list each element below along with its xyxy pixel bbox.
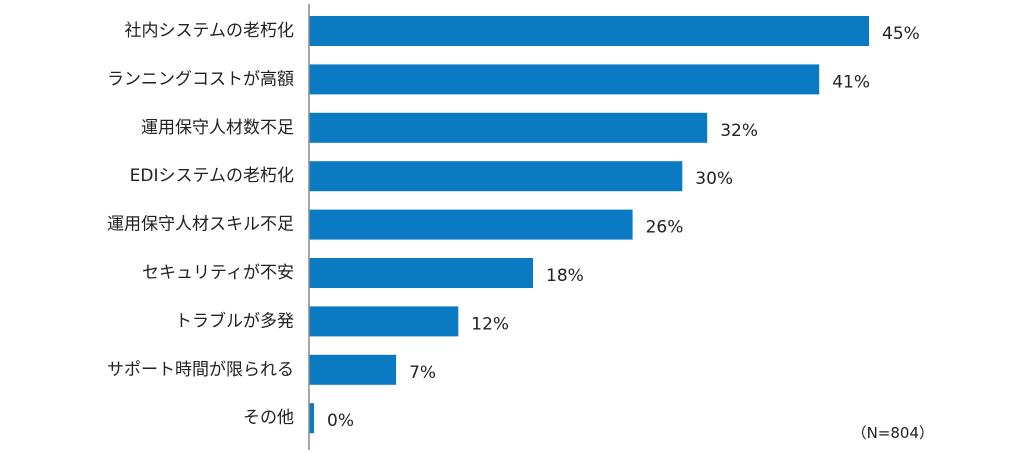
bar bbox=[309, 112, 708, 143]
bar bbox=[309, 209, 633, 240]
bar bbox=[309, 306, 459, 337]
value-label: 32% bbox=[720, 121, 758, 141]
bar bbox=[309, 403, 314, 434]
category-label: EDIシステムの老朽化 bbox=[130, 166, 294, 186]
value-label: 41% bbox=[832, 72, 870, 92]
value-label: 7% bbox=[409, 363, 436, 383]
bar bbox=[309, 16, 869, 46]
value-label: 0% bbox=[327, 411, 354, 431]
value-label: 26% bbox=[646, 218, 684, 238]
category-label: サポート時間が限られる bbox=[107, 360, 294, 380]
category-label: トラブルが多発 bbox=[175, 310, 294, 331]
category-label: セキュリティが不安 bbox=[142, 263, 294, 283]
category-label: その他 bbox=[243, 408, 294, 428]
bar bbox=[309, 354, 397, 385]
bar bbox=[309, 64, 820, 95]
value-label: 30% bbox=[695, 169, 733, 189]
category-label: 運用保守人材スキル不足 bbox=[107, 215, 294, 235]
value-label: 45% bbox=[882, 24, 920, 44]
category-label: 社内システムの老朽化 bbox=[125, 21, 295, 41]
sample-size-note: （N=804） bbox=[851, 424, 934, 442]
bars-layer bbox=[309, 16, 869, 434]
value-label: 18% bbox=[546, 266, 584, 286]
bar bbox=[309, 161, 683, 192]
labels-layer: 社内システムの老朽化 45% ランニングコストが高額 41% 運用保守人材数不足 32% E… bbox=[107, 21, 920, 431]
category-label: 運用保守人材数不足 bbox=[141, 118, 294, 138]
category-label: ランニングコストが高額 bbox=[107, 69, 294, 89]
value-label: 12% bbox=[471, 314, 509, 334]
bar bbox=[309, 258, 533, 288]
